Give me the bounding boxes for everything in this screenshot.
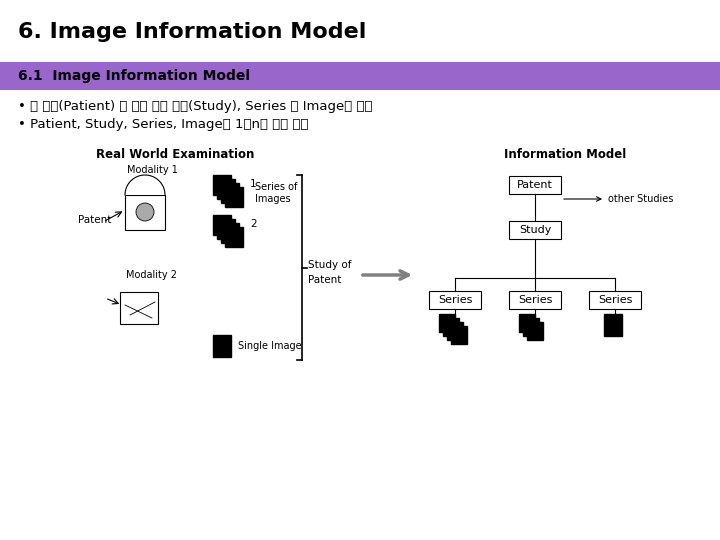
Bar (447, 322, 463, 340)
Text: 1: 1 (250, 179, 256, 189)
Bar (217, 219, 235, 239)
Bar (213, 175, 231, 195)
Text: Patent: Patent (308, 275, 341, 285)
Text: Modality 2: Modality 2 (127, 270, 178, 280)
Text: 6.1  Image Information Model: 6.1 Image Information Model (18, 69, 250, 83)
Bar (221, 223, 239, 243)
Bar (213, 215, 231, 235)
Text: Series: Series (598, 295, 632, 305)
Text: Single Image: Single Image (238, 341, 302, 351)
Text: Series: Series (438, 295, 472, 305)
Bar (451, 326, 467, 344)
Bar (429, 291, 481, 309)
Bar (0, 62, 720, 90)
Bar (120, 292, 158, 324)
Text: Modality 1: Modality 1 (127, 165, 177, 175)
Bar (221, 183, 239, 203)
Text: 6. Image Information Model: 6. Image Information Model (18, 22, 366, 42)
Bar (439, 314, 455, 332)
Bar (509, 221, 561, 239)
Text: Series: Series (518, 295, 552, 305)
Text: Patent: Patent (78, 215, 112, 225)
Bar (213, 335, 231, 357)
Bar (217, 179, 235, 199)
Bar (125, 195, 165, 230)
Bar (604, 314, 622, 336)
Bar (443, 318, 459, 336)
Bar (523, 318, 539, 336)
Text: • 각 환자(Patient) 당 여러 개의 검사(Study), Series 및 Image가 발생: • 각 환자(Patient) 당 여러 개의 검사(Study), Serie… (18, 100, 372, 113)
Bar (509, 176, 561, 194)
Bar (589, 291, 641, 309)
Text: 2: 2 (250, 219, 256, 229)
Text: Information Model: Information Model (504, 148, 626, 161)
Text: Study: Study (519, 225, 552, 235)
Bar (509, 291, 561, 309)
Text: Series of
Images: Series of Images (255, 182, 297, 204)
Bar (225, 187, 243, 207)
Text: Real World Examination: Real World Examination (96, 148, 254, 161)
Text: • Patient, Study, Series, Image는 1：n의 포함 관계: • Patient, Study, Series, Image는 1：n의 포함… (18, 118, 308, 131)
Text: other Studies: other Studies (608, 194, 673, 204)
Bar (527, 322, 543, 340)
Text: Patent: Patent (517, 180, 553, 190)
Circle shape (136, 203, 154, 221)
Bar (225, 227, 243, 247)
Bar (519, 314, 535, 332)
Text: Study of: Study of (308, 260, 351, 270)
